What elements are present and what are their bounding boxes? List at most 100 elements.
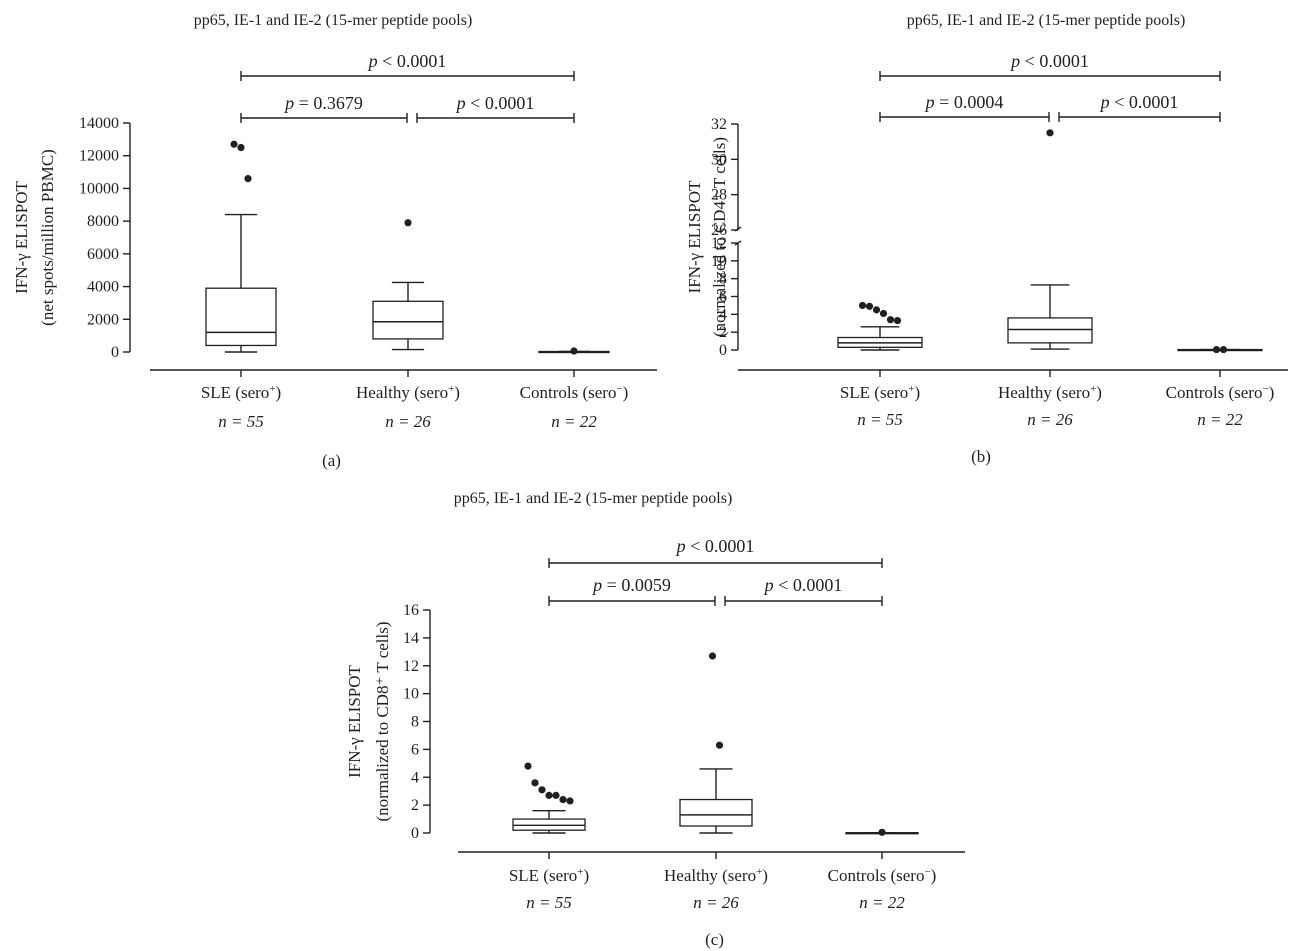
- y-tick-label: 6: [411, 741, 419, 758]
- y-tick-label: 14: [403, 630, 419, 647]
- p-symbol: p: [283, 93, 294, 113]
- p-value: < 0.0001: [1025, 51, 1089, 71]
- category-name: Controls (sero: [520, 383, 617, 402]
- category-n-label: n = 55: [526, 893, 571, 912]
- category-close: ): [1096, 383, 1102, 402]
- p-value-label: p = 0.0004: [924, 92, 1004, 112]
- p-value-label: p < 0.0001: [455, 93, 535, 113]
- p-value: < 0.0001: [778, 575, 842, 595]
- outlier-point: [715, 741, 724, 749]
- outlier-point: [708, 652, 717, 660]
- category-label: Controls (sero−): [828, 866, 937, 885]
- p-symbol: p: [1009, 51, 1020, 71]
- y-tick-label: 6000: [87, 246, 119, 263]
- category-label: Controls (sero−): [520, 383, 629, 402]
- category-n-label: n = 22: [859, 893, 905, 912]
- category-name: Controls (sero: [828, 866, 925, 885]
- category-sup: +: [1090, 383, 1096, 395]
- y-tick-label: 2: [411, 797, 419, 814]
- category-label: SLE (sero+): [509, 866, 589, 885]
- category-name: SLE (sero: [201, 383, 269, 402]
- panel-label: (a): [322, 451, 341, 470]
- outlier-point: [872, 306, 881, 314]
- chart-title: pp65, IE-1 and IE-2 (15-mer peptide pool…: [194, 12, 473, 29]
- category-n-label: n = 26: [693, 893, 739, 912]
- p-symbol: p: [675, 536, 686, 556]
- y-axis-title-line2: (normalized to CD8⁺ T cells): [373, 621, 392, 821]
- y-tick-label: 32: [711, 116, 727, 133]
- y-axis-title-line2: (net spots/million PBMC): [38, 149, 57, 326]
- p-value: < 0.0001: [1114, 92, 1178, 112]
- y-tick-label: 30: [711, 151, 727, 168]
- y-tick-label: 0: [111, 344, 119, 361]
- y-tick-label: 4000: [87, 279, 119, 296]
- y-tick-label: 16: [403, 602, 419, 619]
- category-close: ): [454, 383, 460, 402]
- p-value-label: p < 0.0001: [763, 575, 843, 595]
- p-symbol: p: [455, 93, 466, 113]
- outlier-point: [545, 791, 553, 799]
- box-iqr: [372, 300, 444, 340]
- y-tick-label: 12000: [79, 148, 119, 165]
- category-close: ): [584, 866, 590, 885]
- y-tick-label: 0: [719, 342, 727, 359]
- y-tick-label: 8000: [87, 213, 119, 230]
- category-n-label: n = 22: [1197, 410, 1243, 429]
- category-name: Healthy (sero: [356, 383, 448, 402]
- y-tick-label: 10: [403, 686, 419, 703]
- y-axis-title-line2: (normalized to CD4⁺ T cells): [710, 137, 729, 337]
- y-tick-label: 2: [719, 324, 727, 341]
- category-sup: −: [1262, 383, 1268, 395]
- p-value: < 0.0001: [382, 51, 446, 71]
- outlier-point: [531, 779, 539, 787]
- p-symbol: p: [1099, 92, 1110, 112]
- chart-title: pp65, IE-1 and IE-2 (15-mer peptide pool…: [907, 12, 1186, 29]
- outlier-point: [244, 175, 252, 183]
- category-sup: +: [577, 866, 583, 878]
- y-axis-title-line1: IFN-γ ELISPOT: [685, 180, 704, 293]
- category-close: ): [762, 866, 768, 885]
- outlier-point: [886, 316, 895, 324]
- p-value: = 0.3679: [299, 93, 363, 113]
- category-sup: −: [924, 866, 930, 878]
- y-tick-label: 4: [719, 306, 727, 323]
- category-close: ): [1269, 383, 1275, 402]
- outlier-point: [879, 309, 888, 318]
- category-n-label: n = 26: [385, 412, 431, 431]
- p-symbol: p: [591, 575, 602, 595]
- panel-b: pp65, IE-1 and IE-2 (15-mer peptide pool…: [685, 12, 1288, 466]
- outlier-point: [230, 140, 238, 148]
- box-iqr: [1007, 317, 1093, 344]
- outlier-point: [1046, 129, 1054, 137]
- category-close: ): [915, 383, 921, 402]
- p-value: = 0.0004: [939, 92, 1003, 112]
- y-tick-label: 14000: [79, 115, 119, 132]
- category-name: Controls (sero: [1166, 383, 1263, 402]
- category-name: Healthy (sero: [998, 383, 1090, 402]
- category-n-label: n = 26: [1027, 410, 1073, 429]
- p-value: = 0.0059: [607, 575, 671, 595]
- panel-a: pp65, IE-1 and IE-2 (15-mer peptide pool…: [12, 12, 657, 470]
- category-n-label: n = 22: [551, 412, 597, 431]
- category-close: ): [276, 383, 282, 402]
- p-symbol: p: [367, 51, 378, 71]
- outlier-point: [524, 762, 532, 770]
- category-label: SLE (sero+): [201, 383, 281, 402]
- outlier-point: [404, 219, 412, 227]
- p-value-label: p = 0.0059: [591, 575, 671, 595]
- category-name: SLE (sero: [840, 383, 908, 402]
- outlier-point: [865, 302, 874, 310]
- outlier-point: [1219, 345, 1228, 354]
- category-close: ): [623, 383, 629, 402]
- y-tick-label: 12: [711, 235, 727, 252]
- p-value-label: p < 0.0001: [1099, 92, 1179, 112]
- p-value: < 0.0001: [470, 93, 534, 113]
- y-tick-label: 12: [403, 658, 419, 675]
- category-label: Healthy (sero+): [664, 866, 768, 885]
- y-tick-label: 8: [411, 714, 419, 731]
- category-label: SLE (sero+): [840, 383, 920, 402]
- p-symbol: p: [763, 575, 774, 595]
- p-value-label: p < 0.0001: [1009, 51, 1089, 71]
- category-n-label: n = 55: [857, 410, 902, 429]
